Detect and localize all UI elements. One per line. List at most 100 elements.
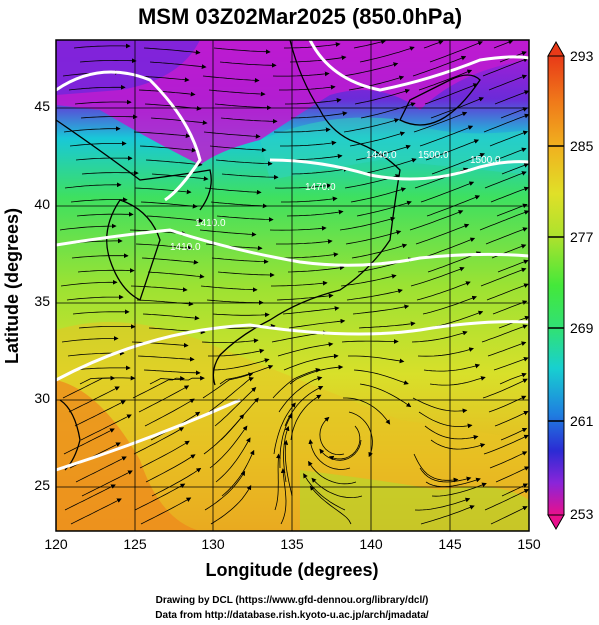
streamline [73, 43, 131, 49]
streamline [146, 215, 204, 223]
contour-label: 1470.0 [305, 182, 336, 193]
y-axis: 25 30 35 40 45 [34, 98, 50, 493]
streamline [219, 61, 277, 68]
streamline [501, 483, 529, 497]
streamline [291, 167, 349, 175]
streamline [135, 243, 193, 251]
contour-label: 1410.0 [195, 218, 226, 229]
streamline [319, 439, 362, 461]
map-title: MSM 03Z02Mar2025 (850.0hPa) [138, 4, 462, 29]
streamline [482, 378, 528, 399]
credit-data-source: Data from http://database.rish.kyoto-u.a… [155, 610, 429, 621]
streamline [211, 257, 269, 264]
streamline [308, 460, 357, 485]
streamline [355, 144, 411, 161]
y-tick-label: 35 [34, 293, 50, 309]
y-tick-label: 30 [34, 390, 50, 406]
streamline [423, 363, 481, 372]
streamline [483, 434, 529, 455]
streamline [138, 385, 190, 413]
southern-green-region [300, 470, 529, 531]
colorbar-bottom-arrow [547, 514, 565, 531]
streamline [286, 209, 344, 217]
streamline [353, 369, 409, 385]
contour-line-2 [56, 320, 529, 382]
streamline [134, 483, 186, 511]
streamline [423, 40, 444, 49]
streamline [272, 71, 330, 77]
streamline [208, 377, 254, 413]
streamline [480, 267, 527, 287]
streamline [279, 84, 336, 91]
streamline [414, 497, 471, 511]
streamline [348, 411, 373, 458]
streamline [63, 126, 121, 133]
streamline [204, 187, 262, 195]
cold-core-region [56, 40, 200, 95]
streamline [419, 467, 472, 483]
streamline [74, 99, 132, 105]
streamline [203, 414, 245, 455]
taiwan-coastline [59, 399, 81, 471]
colorbar-top-arrow [547, 40, 565, 57]
streamline [284, 42, 341, 49]
streamline [131, 341, 189, 348]
streamline [359, 383, 412, 408]
streamline [273, 127, 331, 133]
streamline [483, 113, 529, 133]
streamline [69, 141, 127, 147]
colorbar-label: 261 [570, 413, 594, 429]
streamline [145, 159, 203, 167]
streamline [490, 186, 529, 203]
streamline [411, 330, 468, 343]
streamline [484, 489, 529, 511]
y-tick-label: 40 [34, 196, 50, 212]
streamline [70, 498, 122, 525]
streamline [215, 437, 251, 483]
streamline [147, 271, 205, 279]
streamline [199, 229, 257, 237]
plot-frame [55, 39, 530, 532]
streamline [500, 428, 528, 441]
streamline [420, 181, 475, 203]
cold-air-region [56, 40, 529, 165]
streamline [278, 376, 323, 413]
streamline [280, 140, 337, 147]
streamline [489, 130, 529, 147]
contour-labels: 1500.0 1470.0 1440.0 1410.0 1410.0 1500.… [170, 150, 501, 253]
warm-region [56, 322, 529, 531]
streamline [429, 41, 483, 63]
colorbar-label: 253 [570, 506, 594, 522]
streamline [71, 253, 129, 259]
streamline [479, 210, 529, 231]
streamline [68, 386, 120, 413]
streamline [349, 131, 406, 147]
streamline [413, 111, 468, 133]
streamline [81, 170, 139, 176]
x-tick-label: 125 [123, 536, 147, 552]
streamline [359, 46, 415, 63]
streamline [139, 440, 190, 469]
streamline [274, 183, 332, 189]
streamline [488, 395, 527, 413]
streamline [342, 62, 399, 77]
streamline [345, 230, 402, 245]
colorbar: 293 285 277 269 261 253 [547, 40, 594, 531]
streamline [416, 281, 471, 301]
streamline [80, 114, 138, 120]
y-tick-label: 45 [34, 98, 50, 114]
streamline [137, 355, 195, 362]
streamline [482, 57, 529, 77]
streamline [481, 324, 528, 343]
streamline [351, 243, 408, 259]
streamline [70, 197, 128, 203]
streamline [308, 439, 351, 470]
streamline [419, 125, 474, 147]
credit-drawing: Drawing by DCL (https://www.gfd-dennou.o… [156, 595, 429, 606]
streamline [353, 40, 386, 49]
streamline [495, 466, 529, 483]
streamline [418, 411, 473, 429]
streamline [62, 375, 116, 399]
streamline [343, 118, 400, 133]
streamline [213, 358, 270, 371]
